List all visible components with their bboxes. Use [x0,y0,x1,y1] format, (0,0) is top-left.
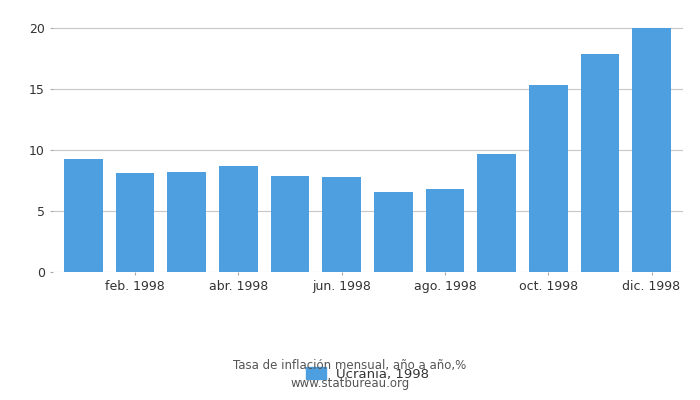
Bar [580,54,620,272]
Bar [632,28,671,272]
Text: Tasa de inflación mensual, año a año,%: Tasa de inflación mensual, año a año,% [233,360,467,372]
Bar [271,176,309,272]
Bar [167,172,206,272]
Text: www.statbureau.org: www.statbureau.org [290,378,410,390]
Bar [529,86,568,272]
Bar [116,173,155,272]
Bar [64,159,103,272]
Legend: Ucrania, 1998: Ucrania, 1998 [306,367,429,381]
Bar [426,189,464,272]
Bar [477,154,516,272]
Bar [322,177,361,272]
Bar [219,166,258,272]
Bar [374,192,413,272]
